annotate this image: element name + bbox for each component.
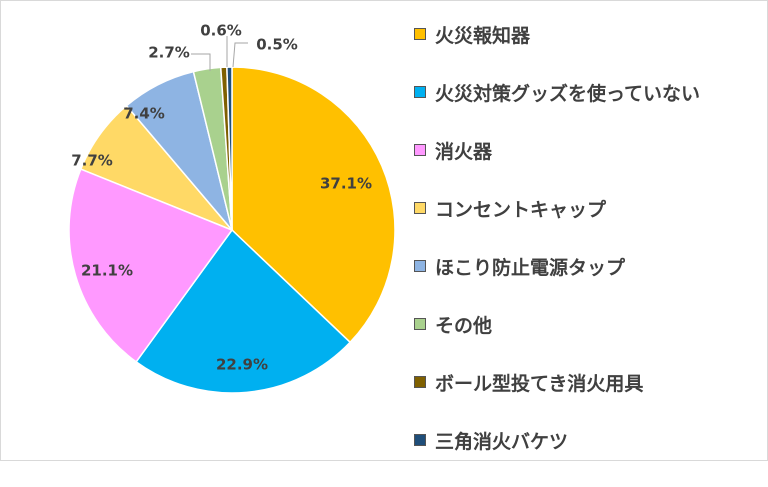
legend-item: 消火器: [414, 139, 764, 163]
legend-swatch: [414, 144, 426, 156]
legend-swatch: [414, 434, 426, 446]
data-label: 2.7%: [148, 44, 190, 62]
legend-label: コンセントキャップ: [435, 198, 607, 221]
data-label: 7.4%: [123, 105, 165, 123]
legend-label: 火災報知器: [435, 24, 531, 47]
legend-item: コンセントキャップ: [414, 197, 764, 221]
legend-item: その他: [414, 313, 764, 337]
legend-swatch: [414, 318, 426, 330]
legend-swatch: [414, 376, 426, 388]
data-label: 37.1%: [320, 175, 372, 193]
legend-label: 消火器: [435, 140, 493, 163]
data-label: 21.1%: [81, 262, 133, 280]
legend-item: ほこり防止電源タップ: [414, 255, 764, 279]
legend-label: ほこり防止電源タップ: [435, 256, 626, 279]
leader-line: [191, 53, 211, 71]
legend-swatch: [414, 86, 426, 98]
legend-swatch: [414, 202, 426, 214]
legend-item: ボール型投てき消火用具: [414, 371, 764, 395]
legend-swatch: [414, 28, 426, 40]
legend-item: 火災報知器: [414, 23, 764, 47]
pie-slice: [226, 66, 233, 231]
data-label: 7.7%: [71, 152, 113, 170]
leader-line: [232, 42, 248, 68]
pie-slice: [68, 168, 234, 363]
data-label: 0.6%: [200, 22, 242, 40]
pie-slice: [231, 66, 396, 344]
legend: 火災報知器火災対策グッズを使っていない 消火器コンセントキャップ ほこり防止電源タッ…: [414, 23, 764, 487]
pie-chart: 37.1% 22.9% 21.1% 7.7% 7.4% 2.7% 0.6% 0.5%: [68, 22, 396, 394]
pie-slice: [135, 228, 352, 394]
legend-swatch: [414, 260, 426, 272]
legend-item: 三角消火バケツ: [414, 429, 764, 453]
legend-label: 火災対策グッズを使っていない: [435, 82, 701, 105]
legend-label: その他: [435, 314, 493, 337]
data-label: 22.9%: [216, 356, 268, 374]
legend-item: 火災対策グッズを使っていない: [414, 81, 764, 105]
legend-label: ボール型投てき消火用具: [435, 372, 644, 395]
legend-label: 三角消火バケツ: [435, 430, 569, 453]
data-label: 0.5%: [256, 36, 298, 54]
chart-frame: 37.1% 22.9% 21.1% 7.7% 7.4% 2.7% 0.6% 0.5% 火災報知…: [0, 0, 768, 461]
